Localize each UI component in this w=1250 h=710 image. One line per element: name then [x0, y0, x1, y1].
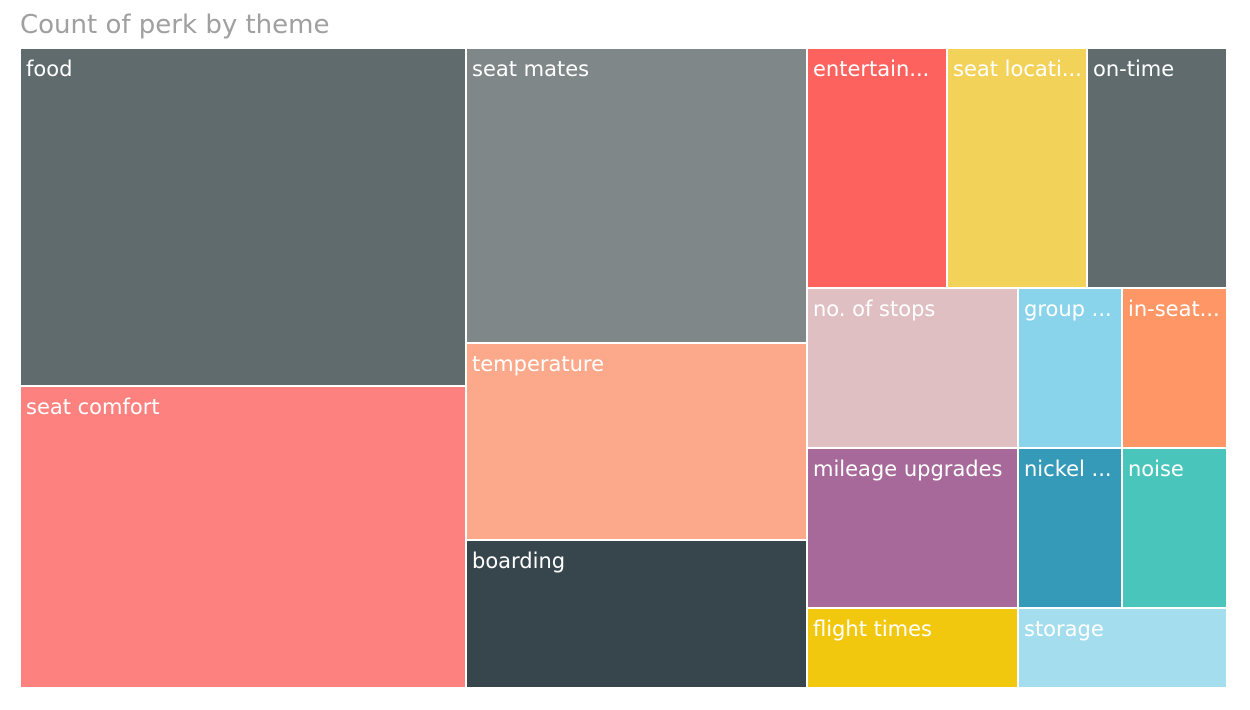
treemap-tile-label: storage: [1024, 617, 1104, 641]
treemap-tile-label: boarding: [472, 549, 566, 573]
treemap-tile-label: nickel ...: [1024, 457, 1112, 481]
treemap-tile[interactable]: group ...: [1018, 288, 1122, 448]
treemap-tile[interactable]: storage: [1018, 608, 1227, 688]
treemap-tile[interactable]: food: [20, 48, 466, 386]
treemap-tile-label: noise: [1128, 457, 1184, 481]
treemap-tile[interactable]: flight times: [807, 608, 1018, 688]
treemap-tile-label: entertain...: [813, 57, 930, 81]
treemap-tile-label: group ...: [1024, 297, 1112, 321]
treemap-tile-label: seat comfort: [26, 395, 160, 419]
treemap-tile[interactable]: seat locati...: [947, 48, 1087, 288]
treemap-tile-label: seat mates: [472, 57, 590, 81]
treemap-tile[interactable]: seat comfort: [20, 386, 466, 688]
treemap-tile[interactable]: in-seat...: [1122, 288, 1227, 448]
treemap-tile[interactable]: no. of stops: [807, 288, 1018, 448]
treemap-tile-label: no. of stops: [813, 297, 936, 321]
treemap-tile[interactable]: on-time: [1087, 48, 1227, 288]
treemap-tile[interactable]: seat mates: [466, 48, 807, 343]
treemap-tile[interactable]: temperature: [466, 343, 807, 540]
treemap-tile[interactable]: mileage upgrades: [807, 448, 1018, 608]
treemap-tile-label: on-time: [1093, 57, 1175, 81]
treemap-tile[interactable]: nickel ...: [1018, 448, 1122, 608]
treemap-tile[interactable]: entertain...: [807, 48, 947, 288]
treemap-tile-label: food: [26, 57, 73, 81]
treemap-tile-label: mileage upgrades: [813, 457, 1003, 481]
chart-title: Count of perk by theme: [20, 10, 330, 40]
treemap-tile-label: flight times: [813, 617, 932, 641]
treemap-tile-label: seat locati...: [953, 57, 1082, 81]
treemap-tile-label: temperature: [472, 352, 604, 376]
treemap-tile[interactable]: boarding: [466, 540, 807, 688]
treemap-tile[interactable]: noise: [1122, 448, 1227, 608]
treemap-tile-label: in-seat...: [1128, 297, 1220, 321]
